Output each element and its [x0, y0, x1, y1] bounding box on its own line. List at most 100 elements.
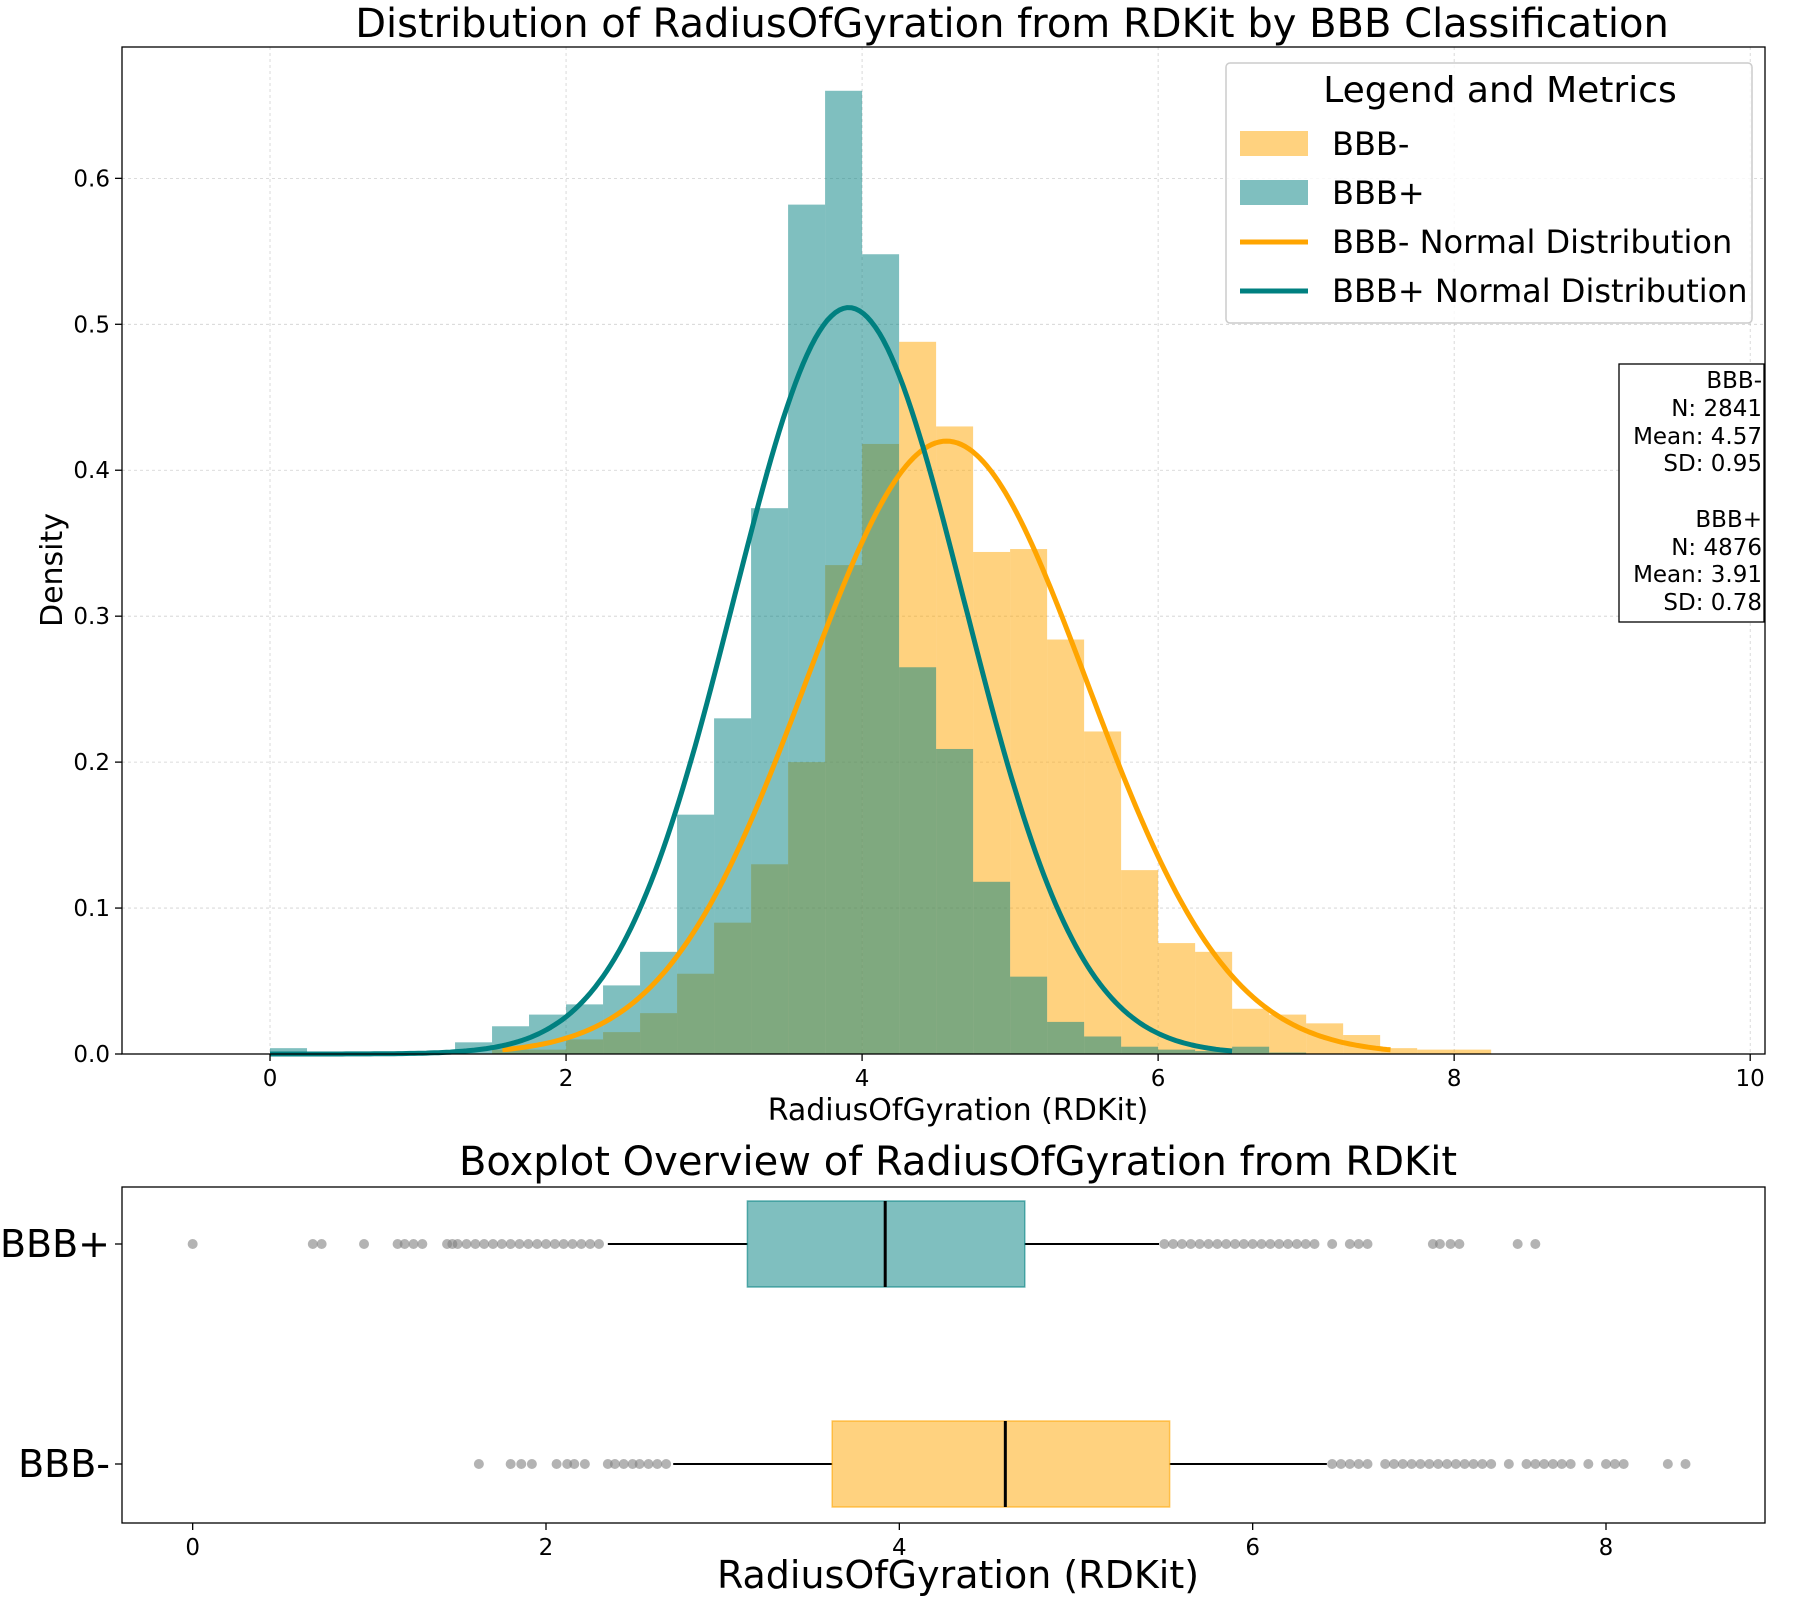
outlier-point	[516, 1459, 527, 1469]
outlier-point	[307, 1239, 318, 1249]
histogram-plot-frame	[121, 46, 1766, 1055]
outlier-point	[1548, 1459, 1558, 1469]
outlier-point	[1291, 1239, 1302, 1249]
outlier-point	[594, 1239, 604, 1249]
outlier-point	[470, 1239, 481, 1249]
histogram-bar	[270, 1048, 308, 1054]
outlier-point	[1362, 1459, 1373, 1469]
boxplot-title: Boxplot Overview of RadiusOfGyration fro…	[459, 1139, 1457, 1185]
histogram-y-ticks: 0.0 0.1 0.2 0.3 0.4 0.5 0.6	[73, 166, 122, 1068]
outlier-point	[549, 1239, 560, 1249]
category-label: BBB+	[0, 1222, 110, 1266]
outlier-point	[1238, 1239, 1249, 1249]
metrics-line: BBB-	[1706, 368, 1762, 394]
x-tick-label: 6	[1151, 1066, 1166, 1092]
x-tick-label: 0	[185, 1535, 200, 1561]
outlier-point	[567, 1239, 578, 1249]
histogram-bar	[1047, 1021, 1085, 1054]
metrics-line: Mean: 4.57	[1633, 424, 1762, 450]
histogram-bar	[1232, 1046, 1270, 1054]
outlier-point	[473, 1459, 484, 1469]
outlier-point	[452, 1239, 463, 1249]
outlier-point	[1256, 1239, 1267, 1249]
normal-curve-bbb-minus	[502, 438, 1391, 1053]
outlier-point	[562, 1459, 573, 1469]
outlier-point	[1512, 1239, 1523, 1249]
outlier-point	[1459, 1459, 1470, 1469]
legend: Legend and Metrics BBB- BBB+ BBB- Normal…	[1225, 62, 1753, 324]
outlier-point	[1212, 1239, 1223, 1249]
outlier-point	[461, 1239, 472, 1249]
outlier-point	[1434, 1239, 1445, 1249]
outlier-point	[505, 1459, 516, 1469]
legend-title: Legend and Metrics	[1323, 70, 1677, 111]
outlier-point	[634, 1459, 645, 1469]
outlier-point	[316, 1239, 327, 1249]
outlier-point	[1468, 1459, 1479, 1469]
boxplot-panel: Boxplot Overview of RadiusOfGyration fro…	[0, 1139, 1766, 1597]
y-tick-label: 0.4	[73, 458, 110, 484]
x-tick-label: 4	[855, 1066, 870, 1092]
outlier-point	[479, 1239, 490, 1249]
outlier-point	[652, 1459, 663, 1469]
histogram-bar	[862, 254, 900, 1055]
histogram-bar	[1121, 1046, 1159, 1054]
category-label: BBB-	[18, 1442, 110, 1486]
x-tick-label: 8	[1447, 1066, 1462, 1092]
outlier-point	[643, 1459, 654, 1469]
metrics-box: BBB- N: 2841 Mean: 4.57 SD: 0.95 BBB+ N:…	[1618, 363, 1765, 623]
histogram-bar	[1269, 1052, 1307, 1054]
outlier-point	[1185, 1239, 1196, 1249]
outlier-point	[1450, 1459, 1461, 1469]
outlier-point	[1265, 1239, 1276, 1249]
outlier-point	[1283, 1239, 1293, 1249]
outlier-point	[1539, 1459, 1550, 1469]
outlier-point	[1344, 1459, 1355, 1469]
outlier-point	[1427, 1239, 1438, 1249]
legend-label-bbb-minus: BBB-	[1332, 125, 1409, 163]
y-tick-label: 0.1	[73, 896, 110, 922]
x-tick-label: 8	[1599, 1535, 1614, 1561]
histogram-bar	[1195, 1051, 1233, 1054]
outlier-point	[1424, 1459, 1435, 1469]
histogram-bar	[788, 204, 826, 1055]
histogram-bars	[270, 90, 1492, 1055]
outlier-point	[532, 1239, 543, 1249]
outlier-point	[1247, 1239, 1258, 1249]
outlier-point	[1445, 1239, 1456, 1249]
outlier-point	[627, 1459, 638, 1469]
histogram-bar	[1417, 1049, 1455, 1054]
histogram-bar	[1158, 1049, 1196, 1054]
metrics-box-frame	[1618, 363, 1765, 623]
outlier-point	[1203, 1239, 1214, 1249]
outlier-point	[1389, 1459, 1399, 1469]
outlier-point	[392, 1239, 403, 1249]
x-tick-label: 0	[263, 1066, 278, 1092]
boxplot-x-axis-label: RadiusOfGyration (RDKit)	[717, 1553, 1199, 1597]
histogram-bar	[1454, 1049, 1492, 1054]
outlier-point	[1221, 1239, 1232, 1249]
outlier-point	[551, 1459, 562, 1469]
legend-label-bbb-plus: BBB+	[1332, 174, 1425, 212]
outlier-point	[1601, 1459, 1611, 1469]
outlier-point	[399, 1239, 410, 1249]
outlier-point	[541, 1239, 551, 1249]
boxplot-boxes	[187, 1200, 1691, 1508]
boxplot-x-ticks: 0 2 4 6 8	[185, 1523, 1613, 1561]
outlier-point	[1159, 1239, 1170, 1249]
outlier-point	[1477, 1459, 1488, 1469]
outlier-point	[1327, 1459, 1338, 1469]
outlier-point	[1565, 1459, 1576, 1469]
outlier-point	[1609, 1459, 1620, 1469]
outlier-point	[1662, 1459, 1673, 1469]
histogram-panel: Distribution of RadiusOfGyration from RD…	[35, 1, 1766, 1128]
outlier-point	[1177, 1239, 1187, 1249]
normal-curves	[270, 305, 1391, 1057]
histogram-bar	[1047, 639, 1085, 1054]
outlier-point	[569, 1459, 580, 1469]
metrics-line: N: 2841	[1671, 396, 1762, 422]
outlier-point	[1521, 1459, 1532, 1469]
x-tick-label: 10	[1736, 1066, 1765, 1092]
outlier-point	[514, 1239, 525, 1249]
